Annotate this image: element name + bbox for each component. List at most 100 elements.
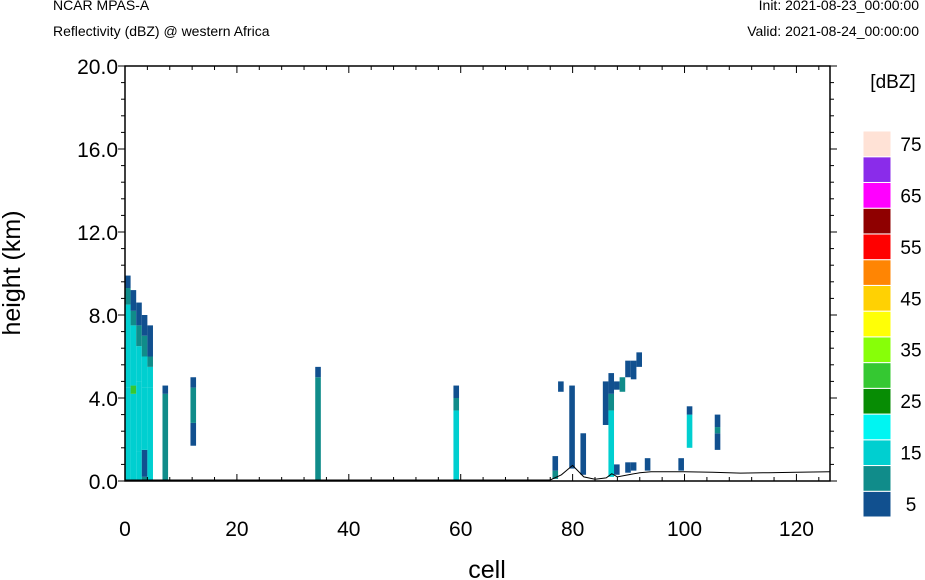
reflectivity-cell	[625, 462, 631, 473]
reflectivity-cell	[136, 381, 142, 452]
reflectivity-cell	[453, 398, 460, 411]
reflectivity-cell	[644, 458, 651, 471]
reflectivity-cell	[141, 387, 148, 450]
colorbar-swatch	[862, 233, 892, 261]
y-tick-label: 0.0	[89, 471, 118, 494]
chart-subtitle: Reflectivity (dBZ) @ western Africa	[53, 23, 270, 39]
reflectivity-cell	[162, 385, 169, 394]
reflectivity-cell	[580, 433, 587, 475]
reflectivity-cell	[714, 414, 721, 428]
reflectivity-cell	[686, 406, 693, 415]
reflectivity-cell	[141, 449, 148, 477]
reflectivity-cell	[608, 393, 615, 411]
x-tick-label: 120	[779, 518, 814, 541]
x-tick-label: 40	[337, 518, 360, 541]
model-label: NCAR MPAS-A	[53, 0, 150, 13]
colorbar-swatch	[862, 181, 892, 209]
reflectivity-cell	[147, 366, 153, 388]
colorbar-swatch	[862, 156, 892, 183]
colorbar-swatch	[862, 362, 892, 389]
colorbar-swatch	[862, 310, 892, 338]
reflectivity-cell	[125, 387, 131, 480]
x-tick-label: 0	[119, 518, 131, 541]
reflectivity-cell	[619, 377, 626, 392]
reflectivity-cell	[130, 325, 137, 386]
reflectivity-cell	[558, 381, 564, 392]
reflectivity-cell	[614, 464, 620, 475]
colorbar-swatch	[862, 387, 892, 415]
colorbar-label: 75	[900, 135, 921, 156]
colorbar-label: 15	[900, 444, 921, 465]
reflectivity-cell	[453, 410, 460, 480]
valid-time: Valid: 2021-08-24_00:00:00	[747, 23, 919, 39]
y-tick-label: 16.0	[77, 139, 118, 162]
reflectivity-cell	[552, 470, 559, 479]
x-tick-label: 100	[667, 518, 702, 541]
reflectivity-cell	[136, 325, 142, 347]
colorbar-labels: 5 15 25 35 45 55 65 75	[900, 135, 921, 516]
reflectivity-cell	[453, 385, 460, 398]
x-tick-label: 20	[225, 518, 248, 541]
reflectivity-cell	[141, 335, 148, 357]
y-tick-label: 8.0	[89, 305, 118, 328]
reflectivity-cell	[125, 275, 131, 289]
init-time: Init: 2021-08-23_00:00:00	[758, 0, 919, 13]
y-tick-label: 4.0	[89, 388, 118, 411]
y-tick-label: 12.0	[77, 222, 118, 245]
reflectivity-cell	[315, 377, 321, 480]
terrain-line	[125, 464, 831, 481]
reflectivity-cell	[714, 433, 721, 450]
colorbar-swatch	[862, 413, 892, 441]
axis-ticks	[118, 65, 837, 482]
reflectivity-cells	[125, 275, 721, 480]
colorbar-swatch	[862, 336, 892, 364]
reflectivity-cell	[678, 458, 684, 471]
reflectivity-cell	[608, 373, 615, 394]
x-tick-label: 60	[449, 518, 472, 541]
plot-frame	[124, 65, 831, 482]
colorbar-swatch	[862, 439, 892, 467]
reflectivity-cell	[636, 352, 642, 367]
reflectivity-cell	[569, 385, 575, 469]
colorbar-label: 45	[900, 289, 921, 310]
x-tick-labels: 0 20 40 60 80 100 120	[119, 518, 814, 541]
reflectivity-cell	[630, 360, 637, 380]
colorbar-swatch	[862, 490, 892, 518]
reflectivity-cell	[136, 346, 142, 382]
x-axis-title: cell	[468, 556, 506, 580]
reflectivity-cell	[602, 381, 609, 425]
reflectivity-cell	[630, 462, 637, 471]
reflectivity-cell	[136, 302, 142, 326]
y-axis-title: height (km)	[0, 210, 26, 335]
reflectivity-cell	[130, 385, 137, 394]
reflectivity-cell	[714, 427, 721, 434]
colorbar-swatch	[862, 207, 892, 235]
reflectivity-cell	[190, 377, 197, 388]
y-tick-label: 20.0	[77, 56, 118, 79]
reflectivity-cell	[614, 381, 620, 390]
reflectivity-cell	[625, 360, 631, 378]
colorbar-label: 25	[900, 392, 921, 413]
reflectivity-cell	[125, 288, 131, 305]
colorbar-label: 65	[900, 186, 921, 207]
reflectivity-cell	[141, 356, 148, 388]
reflectivity-cell	[552, 456, 559, 471]
reflectivity-cell	[130, 393, 137, 480]
x-tick-label: 80	[561, 518, 584, 541]
colorbar-label: 55	[900, 238, 921, 259]
colorbar-swatch	[862, 465, 892, 492]
reflectivity-cell	[190, 387, 197, 423]
reflectivity-cell	[125, 304, 131, 388]
reflectivity-cell	[141, 315, 148, 336]
colorbar-unit: [dBZ]	[870, 72, 915, 93]
reflectivity-cell	[162, 393, 169, 480]
colorbar-label: 35	[900, 341, 921, 362]
reflectivity-cell	[315, 366, 321, 378]
colorbar-swatch	[862, 284, 892, 312]
y-tick-labels: 0.0 4.0 8.0 12.0 16.0 20.0	[77, 56, 118, 494]
reflectivity-cell	[686, 414, 693, 448]
colorbar	[862, 130, 892, 518]
reflectivity-cell	[608, 410, 615, 477]
reflectivity-cell	[147, 387, 153, 480]
